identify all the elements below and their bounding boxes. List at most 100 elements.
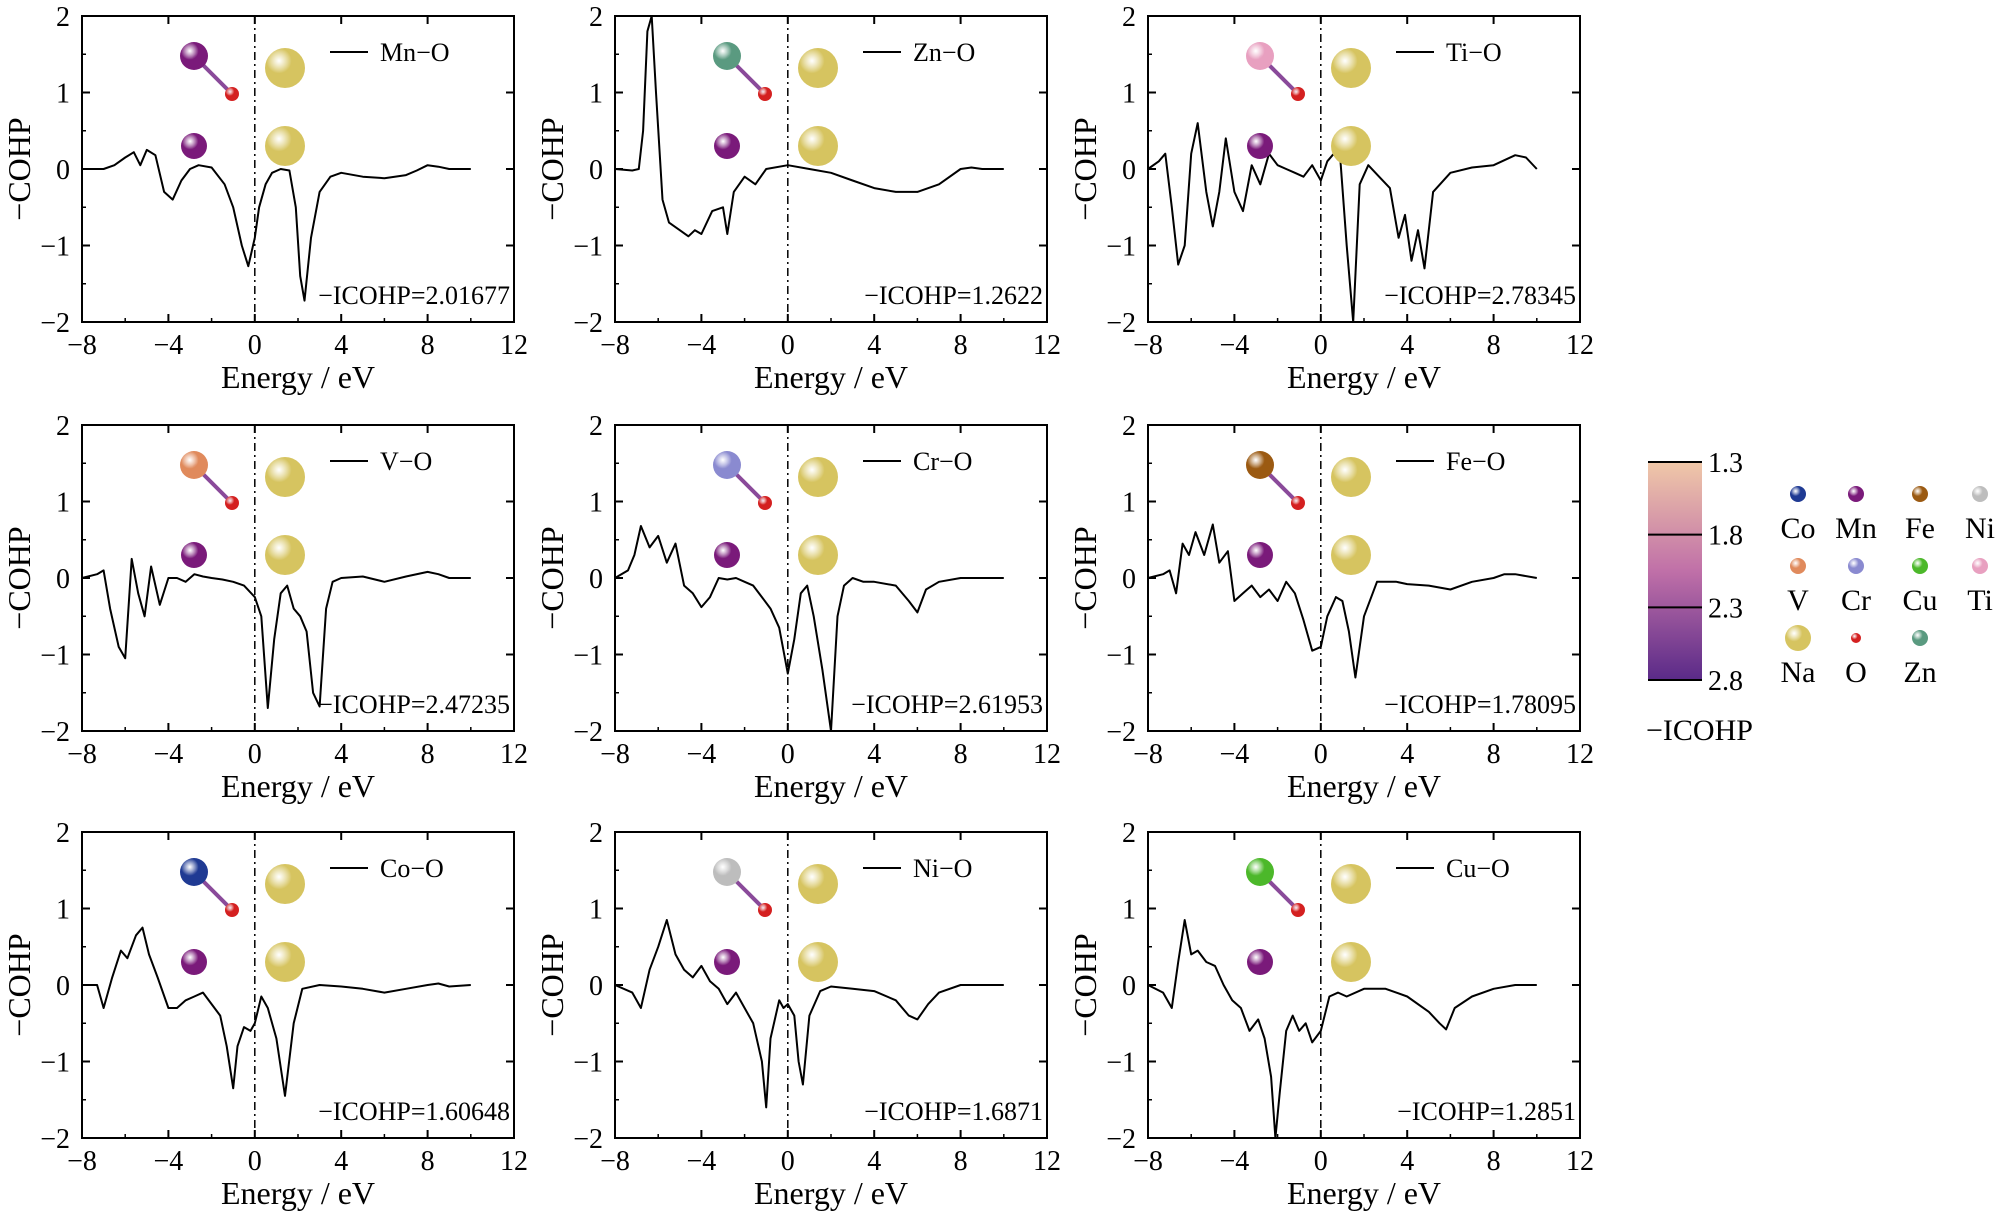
y-axis-label: −COHP xyxy=(534,933,570,1036)
y-tick-label: 2 xyxy=(1122,411,1136,442)
metal-atom-icon xyxy=(713,42,741,70)
icohp-annotation: −ICOHP=2.78345 xyxy=(1384,281,1576,310)
cr-legend-icon xyxy=(1848,558,1864,574)
icohp-annotation: −ICOHP=2.01677 xyxy=(318,281,510,310)
y-axis-label: −COHP xyxy=(1067,933,1103,1036)
mn-atom-icon xyxy=(1247,949,1273,975)
x-tick-label: 8 xyxy=(954,330,968,361)
x-tick-label: 4 xyxy=(334,739,348,770)
legend-label: Ni−O xyxy=(913,854,972,883)
x-tick-label: 0 xyxy=(1314,1146,1328,1177)
colorbar-tick-label: 2.8 xyxy=(1708,666,1743,697)
y-tick-label: 1 xyxy=(589,488,603,519)
x-tick-label: −8 xyxy=(1133,330,1163,361)
x-tick-label: 8 xyxy=(1487,739,1501,770)
y-tick-label: 0 xyxy=(56,971,70,1002)
x-tick-label: 12 xyxy=(1566,330,1594,361)
icohp-annotation: −ICOHP=1.60648 xyxy=(318,1097,510,1126)
na-atom-icon xyxy=(1331,457,1371,497)
legend-element-label: Zn xyxy=(1903,656,1936,689)
x-tick-label: −8 xyxy=(67,739,97,770)
y-tick-label: 2 xyxy=(589,411,603,442)
legend-element-label: Fe xyxy=(1905,512,1935,545)
x-tick-label: −4 xyxy=(687,330,717,361)
y-axis-label: −COHP xyxy=(1067,526,1103,629)
legend-label: Cu−O xyxy=(1446,854,1510,883)
x-axis-label: Energy / eV xyxy=(754,1175,908,1211)
x-tick-label: 4 xyxy=(334,1146,348,1177)
icohp-annotation: −ICOHP=1.2622 xyxy=(864,281,1043,310)
y-tick-label: −2 xyxy=(1106,1124,1136,1155)
na-legend-icon xyxy=(1785,625,1811,651)
mn-atom-icon xyxy=(714,133,740,159)
co-legend-icon xyxy=(1790,486,1806,502)
y-tick-label: −2 xyxy=(40,308,70,339)
colorbar-tick-label: 2.3 xyxy=(1708,593,1743,624)
y-axis-label: −COHP xyxy=(1067,117,1103,220)
x-axis-label: Energy / eV xyxy=(754,359,908,395)
y-tick-label: −1 xyxy=(40,1048,70,1079)
cohp-curve xyxy=(1147,523,1537,679)
icohp-annotation: −ICOHP=2.61953 xyxy=(851,690,1043,719)
x-tick-label: 0 xyxy=(781,1146,795,1177)
y-axis-label: −COHP xyxy=(1,526,37,629)
y-tick-label: −1 xyxy=(40,232,70,263)
x-tick-label: 0 xyxy=(248,330,262,361)
fe-legend-icon xyxy=(1912,486,1928,502)
na-atom-icon xyxy=(265,864,305,904)
legend-element-label: Na xyxy=(1781,656,1816,689)
x-tick-label: 12 xyxy=(500,739,528,770)
na-atom-icon xyxy=(265,942,305,982)
oxygen-atom-icon xyxy=(1291,903,1305,917)
na-atom-icon xyxy=(1331,126,1371,166)
x-tick-label: 12 xyxy=(1033,739,1061,770)
x-tick-label: −8 xyxy=(67,1146,97,1177)
y-tick-label: 1 xyxy=(589,895,603,926)
x-axis-label: Energy / eV xyxy=(221,359,375,395)
x-tick-label: −4 xyxy=(687,1146,717,1177)
cohp-curve xyxy=(82,926,471,1097)
cohp-curve xyxy=(82,148,471,302)
x-axis-label: Energy / eV xyxy=(1287,1175,1441,1211)
x-tick-label: −4 xyxy=(687,739,717,770)
x-tick-label: 0 xyxy=(1314,330,1328,361)
x-tick-label: −8 xyxy=(1133,739,1163,770)
x-tick-label: 4 xyxy=(867,1146,881,1177)
y-tick-label: −2 xyxy=(1106,308,1136,339)
x-tick-label: −4 xyxy=(1220,330,1250,361)
y-tick-label: 2 xyxy=(1122,818,1136,849)
icohp-annotation: −ICOHP=2.47235 xyxy=(318,690,510,719)
y-tick-label: 2 xyxy=(589,818,603,849)
legend-label: Mn−O xyxy=(380,38,450,67)
oxygen-atom-icon xyxy=(758,496,772,510)
colorbar-tick-label: 1.8 xyxy=(1708,521,1743,552)
na-atom-icon xyxy=(798,457,838,497)
y-tick-label: 1 xyxy=(589,79,603,110)
legend-label: Co−O xyxy=(380,854,444,883)
y-tick-label: 0 xyxy=(1122,564,1136,595)
oxygen-atom-icon xyxy=(1291,496,1305,510)
x-tick-label: 8 xyxy=(1487,330,1501,361)
icohp-annotation: −ICOHP=1.6871 xyxy=(864,1097,1043,1126)
y-tick-label: −2 xyxy=(1106,717,1136,748)
na-atom-icon xyxy=(798,864,838,904)
y-tick-label: 0 xyxy=(56,564,70,595)
x-tick-label: −4 xyxy=(1220,1146,1250,1177)
oxygen-atom-icon xyxy=(225,903,239,917)
y-tick-label: 2 xyxy=(56,2,70,33)
legend-element-label: Cr xyxy=(1841,584,1871,617)
y-tick-label: 1 xyxy=(56,79,70,110)
x-axis-label: Energy / eV xyxy=(1287,768,1441,804)
y-tick-label: 0 xyxy=(1122,155,1136,186)
x-tick-label: −8 xyxy=(67,330,97,361)
y-tick-label: −1 xyxy=(573,1048,603,1079)
x-tick-label: −8 xyxy=(1133,1146,1163,1177)
y-axis-label: −COHP xyxy=(1,933,37,1036)
